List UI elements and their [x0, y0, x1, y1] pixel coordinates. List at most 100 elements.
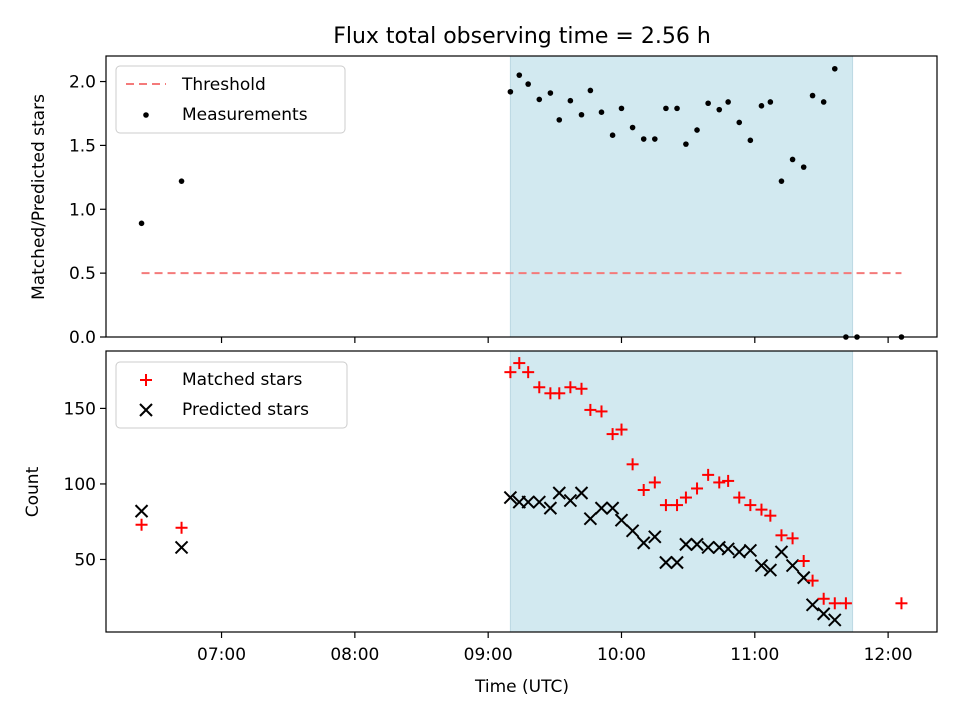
- matched-star-point: [671, 499, 684, 512]
- predicted-legend-swatch: [139, 403, 153, 417]
- predicted-star-point: [574, 486, 589, 500]
- matched-star-point: [775, 529, 788, 542]
- marker-stroke: [636, 536, 651, 550]
- measurement-point: [674, 105, 680, 112]
- y-tick-label: 2.0: [69, 73, 96, 93]
- y-tick-label: 1.5: [69, 136, 96, 156]
- marker-stroke: [614, 513, 629, 527]
- predicted-star-point: [774, 545, 789, 559]
- measurement-point: [178, 178, 185, 184]
- marker-stroke: [543, 501, 558, 515]
- predicted-star-point: [670, 555, 684, 570]
- measurement-point: [725, 99, 731, 105]
- x-tick-label: 09:00: [464, 645, 513, 665]
- measurement-point: [747, 137, 754, 144]
- matched-star-point: [828, 597, 841, 610]
- matched-star-point: [895, 597, 908, 610]
- measurement-point: [516, 72, 523, 78]
- matched-star-markers: [135, 357, 908, 610]
- marker-stroke: [532, 495, 546, 509]
- y-tick-label: 0.0: [69, 328, 96, 348]
- measurement-point: [789, 156, 796, 163]
- matched-star-point: [764, 509, 777, 522]
- predicted-star-point: [743, 543, 758, 558]
- measurement-point: [778, 178, 785, 184]
- measurement-point: [536, 96, 543, 103]
- matched-star-point: [755, 503, 768, 516]
- marker-stroke: [574, 486, 589, 500]
- measurement-point: [683, 141, 689, 147]
- measurement-point: [640, 136, 647, 142]
- predicted-star-point: [805, 598, 820, 612]
- bottom-y-axis-label: Count: [23, 466, 43, 517]
- top-legend: Threshold Measurements: [115, 65, 346, 134]
- measurement-point: [809, 92, 816, 99]
- matched-star-point: [533, 381, 546, 394]
- measurement-point: [618, 105, 625, 112]
- matched-star-point: [504, 366, 517, 379]
- matched-legend-label: Matched stars: [182, 370, 302, 390]
- y-tick-label: 50: [74, 550, 96, 570]
- bottom-legend: Matched stars Predicted stars: [115, 361, 348, 429]
- measurement-point: [556, 117, 563, 123]
- predicted-star-point: [679, 537, 693, 552]
- predicted-star-point: [721, 542, 735, 556]
- marker-stroke: [774, 545, 789, 559]
- predicted-star-point: [552, 486, 566, 500]
- marker-stroke: [659, 555, 673, 570]
- marker-stroke: [563, 493, 578, 508]
- marker-stroke: [743, 543, 758, 558]
- matched-star-point: [595, 405, 608, 418]
- matched-star-point: [175, 521, 188, 534]
- matched-star-point: [553, 387, 566, 400]
- measurement-point: [598, 109, 605, 115]
- matched-star-point: [797, 554, 810, 567]
- matched-star-point: [606, 428, 619, 441]
- matched-star-point: [817, 592, 830, 605]
- x-tick-label: 07:00: [197, 645, 246, 665]
- threshold-legend-label: Threshold: [181, 75, 266, 95]
- matched-star-point: [575, 382, 588, 395]
- predicted-star-point: [532, 495, 546, 509]
- bottom-legend-box: [115, 361, 348, 429]
- top-y-ticks: 0.0 0.5 1.0 1.5 2.0: [69, 73, 106, 348]
- matched-star-point: [513, 357, 526, 370]
- top-panel-frame: [105, 55, 938, 338]
- matched-star-point: [702, 468, 715, 481]
- marker-stroke: [679, 537, 693, 552]
- predicted-star-point: [659, 555, 673, 570]
- matched-star-point: [637, 483, 650, 496]
- marker-stroke: [690, 537, 704, 552]
- predicted-star-point: [134, 504, 149, 518]
- measurement-point: [663, 105, 669, 112]
- matched-star-point: [733, 491, 746, 504]
- matched-star-point: [744, 499, 757, 512]
- matched-star-point: [626, 458, 639, 471]
- measurement-point: [609, 132, 616, 138]
- y-tick-label: 100: [64, 475, 96, 495]
- marker-stroke: [805, 598, 820, 612]
- matched-star-point: [806, 574, 819, 587]
- matched-legend-swatch: [140, 374, 152, 386]
- y-tick-label: 0.5: [69, 264, 96, 284]
- x-tick-label: 10:00: [597, 645, 646, 665]
- predicted-star-point: [701, 540, 715, 555]
- predicted-star-point: [563, 493, 578, 508]
- predicted-star-point: [754, 558, 769, 573]
- measurement-point: [507, 88, 514, 95]
- top-panel: 0.00.51.01.52.0 Matched/Predicted stars …: [29, 55, 938, 348]
- y-tick-label: 150: [64, 399, 96, 419]
- marker-stroke: [503, 490, 518, 505]
- chart-title: Flux total observing time = 2.56 h: [333, 24, 711, 49]
- top-y-axis-label: Matched/Predicted stars: [29, 94, 49, 300]
- x-tick-label: 12:00: [864, 645, 913, 665]
- measurements-legend-label: Measurements: [182, 105, 308, 125]
- measurement-point: [820, 99, 827, 105]
- marker-stroke: [583, 511, 598, 526]
- predicted-star-point: [594, 501, 609, 515]
- marker-stroke: [625, 524, 640, 538]
- measurement-point: [758, 103, 765, 109]
- matched-star-point: [135, 518, 148, 531]
- predicted-star-point: [763, 563, 778, 577]
